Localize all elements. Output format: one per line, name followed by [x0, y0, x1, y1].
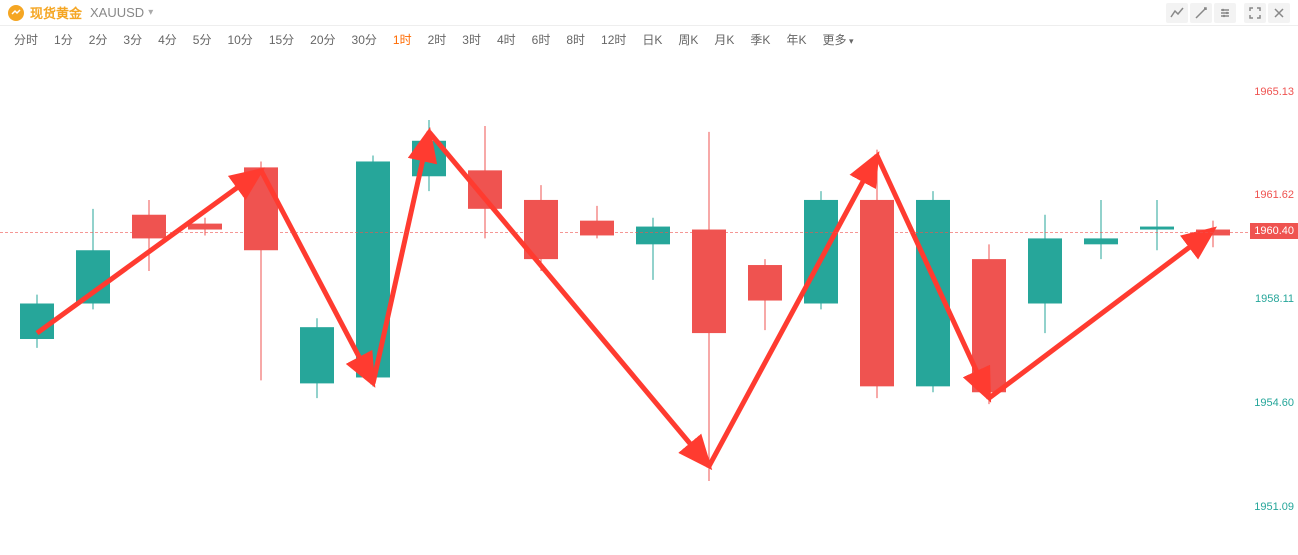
price-axis-label: 1951.09: [1254, 501, 1294, 513]
price-axis-label: 1954.60: [1254, 397, 1294, 409]
indicator-button[interactable]: [1166, 3, 1188, 23]
candle: [356, 161, 390, 377]
timeframe-15分[interactable]: 15分: [263, 29, 300, 50]
timeframe-8时[interactable]: 8时: [560, 29, 591, 50]
timeframe-3时[interactable]: 3时: [456, 29, 487, 50]
timeframe-12时[interactable]: 12时: [595, 29, 632, 50]
fullscreen-button[interactable]: [1244, 3, 1266, 23]
timeframe-日K[interactable]: 日K: [636, 29, 668, 50]
settings-button[interactable]: [1214, 3, 1236, 23]
candle: [468, 170, 502, 208]
timeframe-分时[interactable]: 分时: [8, 29, 44, 50]
draw-button[interactable]: [1190, 3, 1212, 23]
price-axis-label: 1965.13: [1254, 86, 1294, 98]
instrument-symbol: XAUUSD: [90, 5, 144, 20]
candlestick-chart: [0, 52, 1248, 555]
candle: [636, 227, 670, 245]
trend-arrow: [709, 156, 877, 467]
timeframe-周K[interactable]: 周K: [672, 29, 704, 50]
candle: [188, 224, 222, 230]
candle: [1028, 238, 1062, 303]
timeframe-2分[interactable]: 2分: [83, 29, 114, 50]
timeframe-季K[interactable]: 季K: [744, 29, 776, 50]
candle: [1084, 238, 1118, 244]
candle: [300, 327, 334, 383]
price-axis-label: 1958.11: [1255, 293, 1294, 305]
candle: [1140, 227, 1174, 230]
candle: [76, 250, 110, 303]
timeframe-4分[interactable]: 4分: [152, 29, 183, 50]
price-axis: 1965.13 1961.62 1958.11 1954.60 1951.09 1960.…: [1248, 52, 1298, 555]
candle: [748, 265, 782, 301]
header-toolbar: [1166, 3, 1290, 23]
candle: [132, 215, 166, 239]
timeframe-10分[interactable]: 10分: [221, 29, 258, 50]
timeframe-1分[interactable]: 1分: [48, 29, 79, 50]
timeframe-bar: 分时1分2分3分4分5分10分15分20分30分1时2时3时4时6时8时12时日…: [0, 26, 1298, 52]
candle: [916, 200, 950, 386]
timeframe-30分[interactable]: 30分: [346, 29, 383, 50]
trend-arrow: [429, 132, 709, 466]
product-icon: [8, 5, 24, 21]
last-price-line: [0, 232, 1248, 233]
close-button[interactable]: [1268, 3, 1290, 23]
timeframe-20分[interactable]: 20分: [304, 29, 341, 50]
timeframe-3分[interactable]: 3分: [117, 29, 148, 50]
timeframe-5分[interactable]: 5分: [187, 29, 218, 50]
symbol-dropdown-icon[interactable]: ▾: [148, 7, 153, 18]
candle: [860, 200, 894, 386]
timeframe-年K[interactable]: 年K: [780, 29, 812, 50]
candle: [20, 304, 54, 340]
trend-arrow: [37, 170, 261, 333]
timeframe-2时[interactable]: 2时: [422, 29, 453, 50]
timeframe-4时[interactable]: 4时: [491, 29, 522, 50]
price-axis-label: 1961.62: [1254, 189, 1294, 201]
timeframe-1时[interactable]: 1时: [387, 29, 418, 50]
timeframe-更多[interactable]: 更多 ▾: [816, 29, 859, 50]
candle: [692, 230, 726, 334]
timeframe-6时[interactable]: 6时: [526, 29, 557, 50]
instrument-title: 现货黄金: [30, 3, 82, 22]
chart-header: 现货黄金 XAUUSD ▾: [0, 0, 1298, 26]
timeframe-月K[interactable]: 月K: [708, 29, 740, 50]
candle: [804, 200, 838, 304]
last-price-tag: 1960.40: [1250, 223, 1298, 239]
